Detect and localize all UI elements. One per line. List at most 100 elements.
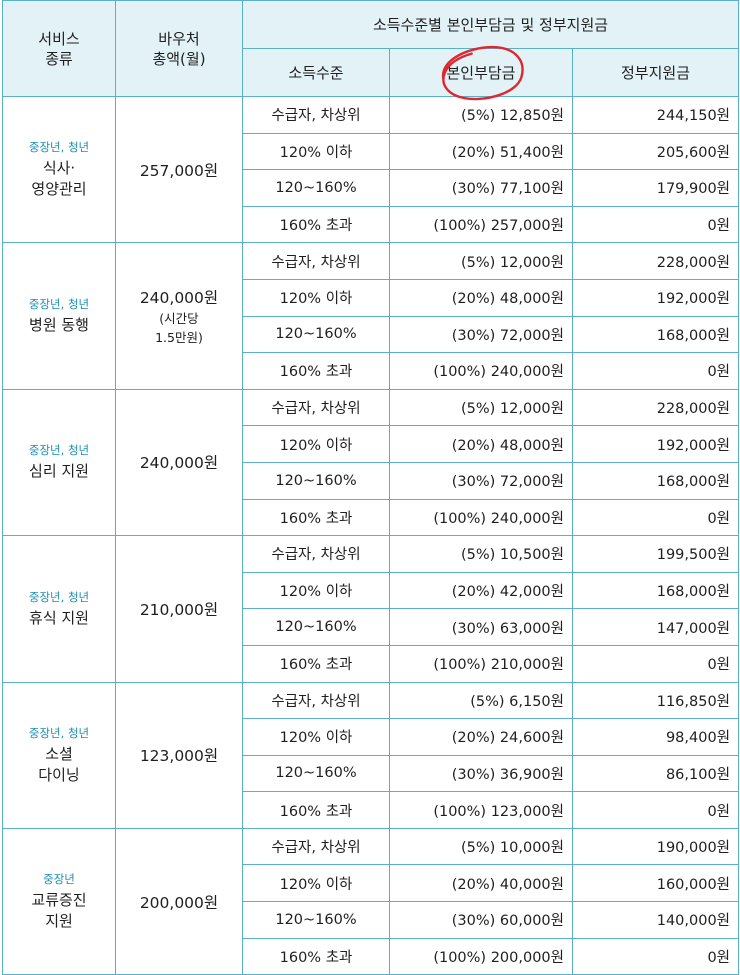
- voucher-total-cell: 200,000원: [115, 827, 243, 975]
- income-level-cell: 120% 이하: [242, 571, 390, 610]
- gov-support-cell: 0원: [571, 205, 740, 244]
- income-level-cell: 160% 초과: [242, 498, 390, 537]
- voucher-total-cell: 123,000원: [115, 681, 243, 829]
- self-pay-cell: (100%) 200,000원: [389, 937, 573, 975]
- gov-support-cell: 168,000원: [571, 315, 740, 354]
- header-gov-support: 정부지원금: [571, 48, 740, 97]
- table-row: 중장년, 청년 병원 동행 240,000원 (시간당 1.5만원) 수급자, 차상위 (5…: [2, 242, 740, 390]
- gov-support-cell: 160,000원: [571, 864, 740, 903]
- self-pay-cell: (30%) 72,000원: [389, 461, 573, 500]
- table-row: 중장년, 청년 심리 지원 240,000원 수급자, 차상위 (5%) 12,000원…: [2, 388, 740, 537]
- self-pay-cell: (5%) 6,150원: [389, 681, 573, 720]
- table-row: 120% 이하 (20%) 42,000원 168,000원: [3, 571, 740, 610]
- table-row: 120% 이하 (20%) 40,000원 160,000원: [3, 864, 740, 903]
- header-service-type: 서비스 종류: [2, 0, 116, 97]
- table-row: 160% 초과 (100%) 123,000원 0원: [3, 791, 740, 829]
- self-pay-cell: (5%) 12,000원: [389, 242, 573, 280]
- self-pay-cell: (20%) 42,000원: [389, 571, 573, 610]
- income-level-cell: 120~160%: [242, 461, 390, 500]
- service-name-line1: 소셜: [45, 744, 73, 763]
- service-name-line2: 다이닝: [38, 765, 80, 784]
- table-row: 중장년, 청년 소셜 다이닝 123,000원 수급자, 차상위 (5%) 6,150원 1…: [2, 681, 740, 829]
- table-row: 120~160% (30%) 77,100원 179,900원: [3, 169, 740, 207]
- table-row: 120~160% (30%) 72,000원 168,000원: [3, 315, 740, 354]
- gov-support-cell: 192,000원: [571, 425, 740, 463]
- table-row: 120~160% (30%) 63,000원 147,000원: [3, 608, 740, 646]
- gov-support-cell: 228,000원: [571, 242, 740, 280]
- service-name-line2: 지원: [45, 912, 73, 931]
- gov-support-cell: 192,000원: [571, 278, 740, 317]
- income-level-cell: 120~160%: [242, 608, 390, 646]
- header-voucher-total-line2: 총액(월): [152, 49, 206, 68]
- table-row: 중장년, 청년 휴식 지원 210,000원 수급자, 차상위 (5%) 10,500원…: [2, 535, 740, 683]
- gov-support-cell: 140,000원: [571, 901, 740, 939]
- table-row: 160% 초과 (100%) 240,000원 0원: [3, 352, 740, 390]
- voucher-total-cell: 257,000원: [115, 95, 243, 244]
- header-service-type-line2: 종류: [45, 49, 73, 68]
- voucher-total-note-line2: 1.5만원): [155, 330, 203, 346]
- income-level-cell: 160% 초과: [242, 644, 390, 683]
- income-level-cell: 120~160%: [242, 315, 390, 354]
- service-type-cell: 중장년 교류증진 지원: [2, 827, 116, 975]
- self-pay-cell: (100%) 123,000원: [389, 791, 573, 829]
- self-pay-cell: (5%) 12,850원: [389, 96, 573, 134]
- voucher-total-value: 240,000원: [139, 454, 219, 473]
- gov-support-cell: 168,000원: [571, 571, 740, 610]
- header-income-level: 소득수준: [242, 48, 390, 97]
- table-header: 서비스 종류 바우처 총액(월) 소득수준별 본인부담금 및 정부지원금 소득수…: [2, 0, 740, 100]
- header-voucher-total: 바우처 총액(월): [115, 0, 243, 97]
- gov-support-cell: 228,000원: [571, 388, 740, 427]
- self-pay-cell: (100%) 240,000원: [389, 352, 573, 390]
- gov-support-cell: 190,000원: [571, 827, 740, 866]
- self-pay-cell: (100%) 210,000원: [389, 644, 573, 683]
- income-level-cell: 수급자, 차상위: [242, 388, 390, 427]
- self-pay-cell: (30%) 36,900원: [389, 754, 573, 793]
- gov-support-cell: 168,000원: [571, 461, 740, 500]
- service-type-cell: 중장년, 청년 휴식 지원: [2, 535, 116, 683]
- gov-support-cell: 116,850원: [571, 681, 740, 720]
- table-row: 120~160% (30%) 60,000원 140,000원: [3, 901, 740, 939]
- self-pay-cell: (30%) 77,100원: [389, 169, 573, 207]
- header-self-pay: 본인부담금: [389, 45, 573, 100]
- voucher-total-note-line1: (시간당: [159, 311, 199, 327]
- income-level-cell: 수급자, 차상위: [242, 96, 390, 134]
- header-service-type-line1: 서비스: [38, 29, 80, 48]
- gov-support-cell: 0원: [571, 498, 740, 537]
- income-level-cell: 120% 이하: [242, 425, 390, 463]
- self-pay-cell: (20%) 48,000원: [389, 425, 573, 463]
- service-name-line1: 식사·: [42, 159, 76, 178]
- gov-support-cell: 86,100원: [571, 754, 740, 793]
- income-level-cell: 120% 이하: [242, 718, 390, 756]
- self-pay-cell: (20%) 24,600원: [389, 718, 573, 756]
- service-target: 중장년, 청년: [28, 443, 90, 458]
- income-level-cell: 120% 이하: [242, 278, 390, 317]
- table-row: 160% 초과 (100%) 240,000원 0원: [3, 498, 740, 537]
- service-name-line2: 영양관리: [31, 180, 87, 199]
- income-level-cell: 120~160%: [242, 754, 390, 793]
- header-self-pay-label: 본인부담금: [446, 64, 516, 82]
- service-name-line1: 병원 동행: [29, 316, 89, 335]
- self-pay-cell: (100%) 240,000원: [389, 498, 573, 537]
- income-level-cell: 120~160%: [242, 169, 390, 207]
- voucher-total-cell: 240,000원: [115, 388, 243, 537]
- gov-support-cell: 0원: [571, 791, 740, 829]
- income-level-cell: 수급자, 차상위: [242, 681, 390, 720]
- income-level-cell: 수급자, 차상위: [242, 827, 390, 866]
- table-row: 120~160% (30%) 72,000원 168,000원: [3, 461, 740, 500]
- self-pay-cell: (30%) 60,000원: [389, 901, 573, 939]
- self-pay-cell: (20%) 40,000원: [389, 864, 573, 903]
- voucher-total-value: 257,000원: [139, 161, 219, 180]
- service-name-line1: 심리 지원: [29, 462, 89, 481]
- service-target: 중장년, 청년: [28, 297, 90, 312]
- table-row: 중장년, 청년 식사· 영양관리 257,000원 수급자, 차상위 (5%) 12,85…: [2, 95, 740, 244]
- header-group-title: 소득수준별 본인부담금 및 정부지원금: [241, 0, 740, 49]
- table-row: 중장년 교류증진 지원 200,000원 수급자, 차상위 (5%) 10,000원 190…: [2, 827, 740, 975]
- income-level-cell: 160% 초과: [242, 791, 390, 829]
- income-level-cell: 160% 초과: [242, 205, 390, 244]
- table-row: 160% 초과 (100%) 210,000원 0원: [3, 644, 740, 683]
- gov-support-cell: 0원: [571, 937, 740, 975]
- self-pay-cell: (30%) 72,000원: [389, 315, 573, 354]
